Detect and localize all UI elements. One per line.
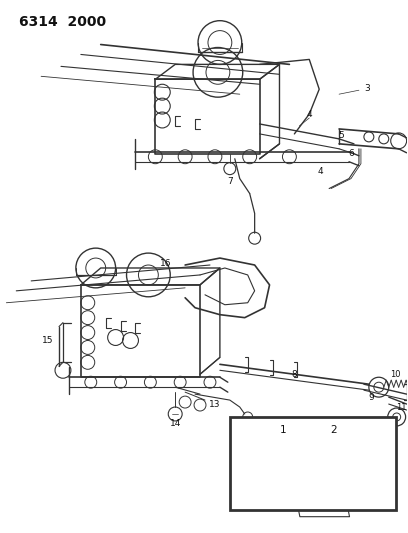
Text: 6314  2000: 6314 2000 [19, 15, 106, 29]
Text: 15: 15 [42, 336, 53, 345]
Text: 4: 4 [317, 167, 323, 176]
Text: 13: 13 [209, 400, 221, 409]
Text: 12: 12 [242, 422, 253, 431]
Text: 8: 8 [291, 370, 297, 379]
Text: 9: 9 [368, 393, 374, 401]
Text: 1: 1 [279, 425, 286, 435]
Text: 7: 7 [227, 177, 233, 186]
Text: 6: 6 [348, 149, 354, 158]
Text: 5: 5 [338, 132, 344, 140]
Text: 10: 10 [390, 370, 401, 379]
Text: 11: 11 [396, 402, 407, 411]
Bar [231, 417, 397, 510]
Text: 4: 4 [306, 110, 312, 118]
Text: 3: 3 [364, 84, 370, 93]
Text: 14: 14 [169, 419, 181, 429]
Text: 2: 2 [330, 425, 337, 435]
Text: 16: 16 [160, 259, 171, 268]
